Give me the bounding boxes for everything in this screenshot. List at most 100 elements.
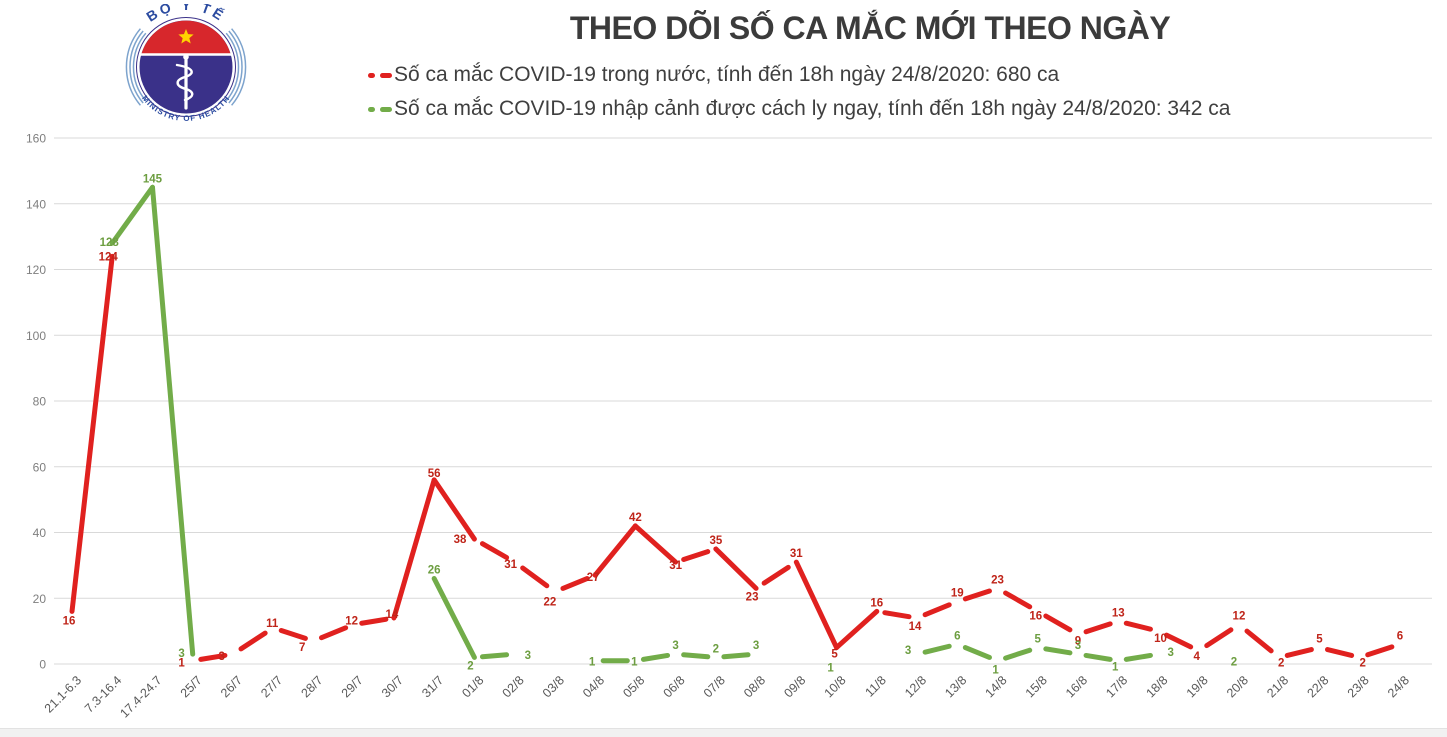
- chart-legend: Số ca mắc COVID-19 trong nước, tính đến …: [368, 60, 1230, 128]
- y-axis-labels: 0 20 40 60 80 100 120 140 160: [26, 132, 46, 672]
- legend-item-domestic: Số ca mắc COVID-19 trong nước, tính đến …: [368, 60, 1230, 90]
- svg-text:20: 20: [33, 592, 47, 606]
- svg-text:21.1-6.3: 21.1-6.3: [42, 673, 84, 715]
- svg-text:3: 3: [905, 645, 911, 657]
- svg-text:27/7: 27/7: [258, 673, 285, 700]
- window-bottom-edge: [0, 728, 1447, 737]
- svg-text:7: 7: [299, 642, 305, 654]
- svg-text:13: 13: [1112, 607, 1125, 619]
- svg-text:21/8: 21/8: [1264, 673, 1291, 700]
- star-icon: [178, 29, 194, 44]
- svg-text:2: 2: [1231, 656, 1237, 668]
- svg-text:1: 1: [1112, 662, 1119, 674]
- legend-dash-icon: [380, 106, 392, 112]
- svg-text:5: 5: [831, 649, 838, 661]
- svg-text:10: 10: [1154, 633, 1167, 645]
- svg-text:56: 56: [428, 468, 441, 480]
- svg-text:5: 5: [1035, 634, 1042, 646]
- svg-text:128: 128: [100, 237, 120, 249]
- ministry-of-health-logo-icon: BỘ Y TẾ MINISTRY OF HEALTH: [125, 0, 247, 123]
- svg-text:2: 2: [713, 643, 719, 655]
- svg-text:14: 14: [909, 621, 922, 633]
- svg-text:4: 4: [1194, 651, 1201, 663]
- svg-text:120: 120: [26, 263, 46, 277]
- svg-text:124: 124: [99, 251, 119, 263]
- svg-text:16/8: 16/8: [1063, 673, 1090, 700]
- svg-text:31: 31: [790, 548, 803, 560]
- series-imported-line: [109, 184, 1153, 664]
- svg-text:3: 3: [753, 640, 759, 652]
- series-domestic-labels: 1612413117121456383122274231352331516141…: [63, 251, 1404, 669]
- rod-of-asclepius-icon: [175, 54, 194, 110]
- svg-text:140: 140: [26, 197, 46, 211]
- svg-text:13/8: 13/8: [942, 673, 969, 700]
- svg-text:08/8: 08/8: [741, 673, 768, 700]
- svg-text:14: 14: [386, 609, 399, 621]
- svg-text:40: 40: [33, 526, 47, 540]
- svg-text:14/8: 14/8: [983, 673, 1010, 700]
- svg-text:11/8: 11/8: [862, 673, 888, 699]
- legend-label-domestic: Số ca mắc COVID-19 trong nước, tính đến …: [394, 63, 1060, 86]
- svg-text:24/8: 24/8: [1385, 673, 1412, 700]
- svg-text:1: 1: [631, 657, 638, 669]
- svg-text:22/8: 22/8: [1304, 673, 1331, 700]
- svg-text:3: 3: [525, 650, 531, 662]
- svg-text:25/7: 25/7: [178, 673, 205, 700]
- legend-dash-icon: [368, 72, 375, 78]
- svg-text:5: 5: [1316, 634, 1323, 646]
- svg-text:12/8: 12/8: [902, 673, 929, 700]
- svg-text:26: 26: [428, 565, 441, 577]
- svg-text:3: 3: [1075, 640, 1081, 652]
- legend-dash-icon: [380, 72, 392, 78]
- svg-text:145: 145: [143, 173, 163, 185]
- svg-text:0: 0: [39, 658, 46, 672]
- legend-dash-icon: [368, 106, 375, 112]
- svg-text:6: 6: [1397, 630, 1403, 642]
- svg-text:6: 6: [954, 630, 960, 642]
- svg-text:26/7: 26/7: [218, 673, 245, 700]
- svg-text:18/8: 18/8: [1143, 673, 1170, 700]
- svg-text:23/8: 23/8: [1345, 673, 1372, 700]
- svg-text:02/8: 02/8: [500, 673, 527, 700]
- svg-text:80: 80: [33, 395, 47, 409]
- legend-item-imported: Số ca mắc COVID-19 nhập cảnh được cách l…: [368, 94, 1230, 124]
- svg-text:10/8: 10/8: [822, 673, 849, 700]
- svg-text:07/8: 07/8: [701, 673, 728, 700]
- legend-label-imported: Số ca mắc COVID-19 nhập cảnh được cách l…: [394, 97, 1231, 120]
- svg-text:2: 2: [1278, 657, 1284, 669]
- svg-text:31: 31: [504, 559, 517, 571]
- svg-text:1: 1: [178, 658, 185, 670]
- svg-text:19/8: 19/8: [1184, 673, 1211, 700]
- svg-text:19: 19: [951, 588, 964, 600]
- svg-text:23: 23: [991, 574, 1004, 586]
- svg-text:31: 31: [669, 560, 682, 572]
- svg-text:20/8: 20/8: [1224, 673, 1251, 700]
- svg-text:1: 1: [827, 663, 834, 675]
- svg-text:12: 12: [345, 616, 358, 628]
- svg-text:27: 27: [587, 572, 600, 584]
- series-domestic-line: [69, 253, 1395, 662]
- x-axis-labels: 21.1-6.37.3-16.417.4-24.7 25/7 26/7 27/7 28/…: [42, 673, 1412, 720]
- svg-text:16: 16: [870, 597, 883, 609]
- svg-text:100: 100: [26, 329, 46, 343]
- svg-text:11: 11: [266, 618, 279, 630]
- svg-text:2: 2: [1359, 657, 1365, 669]
- svg-text:60: 60: [33, 460, 47, 474]
- svg-text:3: 3: [672, 640, 678, 652]
- svg-text:17/8: 17/8: [1103, 673, 1130, 700]
- svg-text:3: 3: [219, 651, 225, 663]
- svg-text:16: 16: [63, 615, 76, 627]
- svg-text:06/8: 06/8: [661, 673, 688, 700]
- gridlines: [54, 137, 1432, 665]
- svg-text:30/7: 30/7: [379, 673, 406, 700]
- svg-text:31/7: 31/7: [419, 673, 446, 700]
- svg-text:15/8: 15/8: [1023, 673, 1050, 700]
- svg-text:35: 35: [709, 535, 722, 547]
- svg-text:03/8: 03/8: [540, 673, 567, 700]
- svg-text:42: 42: [629, 512, 642, 524]
- svg-text:1: 1: [992, 665, 999, 677]
- svg-text:3: 3: [1167, 647, 1173, 659]
